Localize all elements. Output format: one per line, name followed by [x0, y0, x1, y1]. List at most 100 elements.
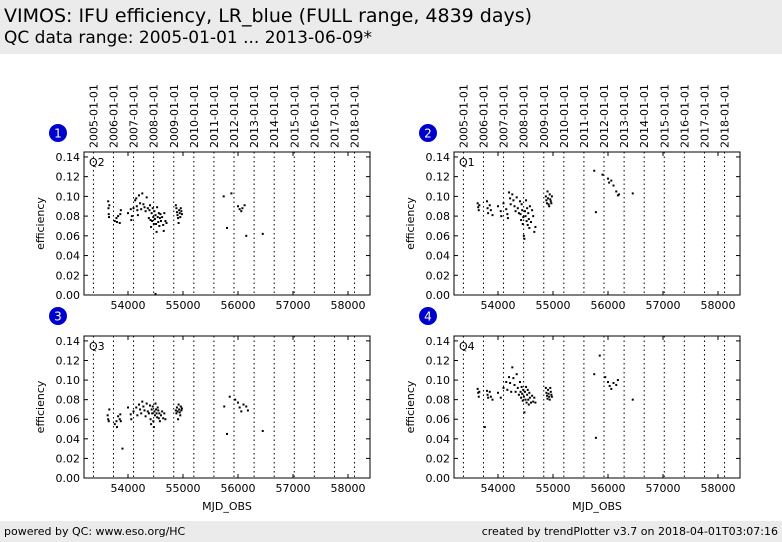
data-point: [594, 211, 597, 214]
data-point: [130, 219, 133, 222]
report-footer: powered by QC: www.eso.org/HC created by…: [0, 521, 782, 542]
data-point: [519, 390, 522, 393]
data-point: [152, 222, 155, 225]
data-point: [520, 385, 523, 388]
data-point: [524, 215, 527, 218]
data-point: [149, 404, 151, 407]
data-point: [477, 209, 480, 212]
data-point: [151, 207, 154, 210]
date-tick-label: 2015-01-01: [658, 84, 671, 148]
data-point: [486, 393, 489, 396]
data-point: [234, 398, 237, 401]
data-point: [156, 406, 159, 409]
data-point: [505, 208, 508, 211]
data-point: [180, 213, 183, 216]
chart-panel-3: 0.00 0.02 0.04 0.06 0.08 0.10 0.12 0.14 54000 550…: [34, 307, 371, 513]
data-point: [142, 405, 145, 408]
data-point: [544, 195, 547, 198]
data-point: [127, 212, 129, 215]
data-point: [108, 204, 111, 207]
data-point: [509, 197, 512, 200]
y-tick-label: 0.00: [56, 289, 81, 302]
x-tick-label: 56000: [591, 299, 626, 312]
data-point: [178, 212, 181, 215]
report-title: VIMOS: IFU efficiency, LR_blue (FULL ran…: [4, 5, 533, 27]
data-point: [548, 395, 551, 398]
data-point: [549, 198, 552, 201]
data-point: [117, 215, 120, 218]
date-tick-label: 2006-01-01: [477, 84, 490, 148]
date-tick-label: 2017-01-01: [698, 84, 711, 148]
data-point: [532, 400, 535, 403]
data-point: [631, 192, 634, 195]
data-point: [108, 216, 111, 219]
data-point: [517, 212, 520, 215]
data-point: [491, 398, 494, 401]
data-point: [156, 216, 159, 219]
x-tick-label: 56000: [221, 482, 256, 495]
data-point: [528, 396, 531, 399]
data-point: [176, 410, 179, 413]
y-tick-label: 0.06: [56, 230, 81, 243]
data-point: [515, 196, 518, 199]
data-point: [521, 399, 524, 402]
date-tick-label: 2018-01-01: [719, 84, 732, 148]
x-tick-label: 58000: [331, 482, 366, 495]
data-point: [136, 214, 139, 217]
data-point: [612, 382, 615, 385]
data-point: [146, 207, 149, 210]
y-tick-label: 0.02: [56, 452, 81, 465]
data-point: [147, 217, 150, 220]
data-point: [179, 414, 182, 417]
data-point: [502, 386, 505, 389]
data-point: [142, 203, 145, 206]
data-point: [517, 393, 520, 396]
data-point: [487, 396, 490, 399]
data-point: [512, 377, 515, 380]
data-point: [116, 426, 118, 429]
data-point: [612, 184, 615, 187]
data-point: [520, 203, 523, 206]
data-point: [526, 223, 529, 226]
data-point: [179, 405, 182, 408]
data-point: [497, 205, 499, 208]
data-point: [223, 405, 226, 408]
data-point: [119, 420, 122, 423]
x-tick-label: 58000: [701, 299, 736, 312]
data-point: [519, 200, 521, 203]
data-point: [243, 204, 246, 207]
y-tick-label: 0.08: [56, 394, 81, 407]
y-tick-label: 0.06: [56, 413, 81, 426]
data-point: [153, 218, 156, 221]
y-tick-label: 0.14: [56, 335, 81, 348]
x-tick-label: 54000: [111, 482, 146, 495]
data-point: [550, 395, 553, 398]
panel-badge: [49, 307, 67, 325]
y-tick-label: 0.14: [56, 151, 81, 164]
data-point: [608, 181, 611, 184]
data-point: [157, 409, 160, 412]
date-tick-label: 2011-01-01: [208, 84, 221, 148]
data-point: [148, 209, 151, 212]
data-point: [159, 213, 162, 216]
data-point: [158, 412, 161, 415]
data-point: [593, 169, 596, 172]
data-point: [162, 229, 165, 232]
data-point: [161, 216, 164, 219]
data-point: [513, 383, 516, 386]
x-tick-label: 54000: [481, 299, 516, 312]
data-point: [153, 414, 156, 417]
data-point: [523, 390, 526, 393]
data-point: [177, 403, 180, 406]
y-axis-label: efficiency: [404, 380, 417, 433]
plot-frame: [453, 151, 741, 296]
data-point: [511, 193, 514, 196]
data-point: [548, 193, 551, 196]
y-tick-label: 0.14: [426, 335, 451, 348]
data-point: [164, 418, 167, 421]
data-point: [129, 208, 132, 211]
data-point: [149, 204, 151, 207]
data-point: [157, 212, 160, 215]
data-point: [499, 210, 502, 213]
data-point: [519, 213, 522, 216]
